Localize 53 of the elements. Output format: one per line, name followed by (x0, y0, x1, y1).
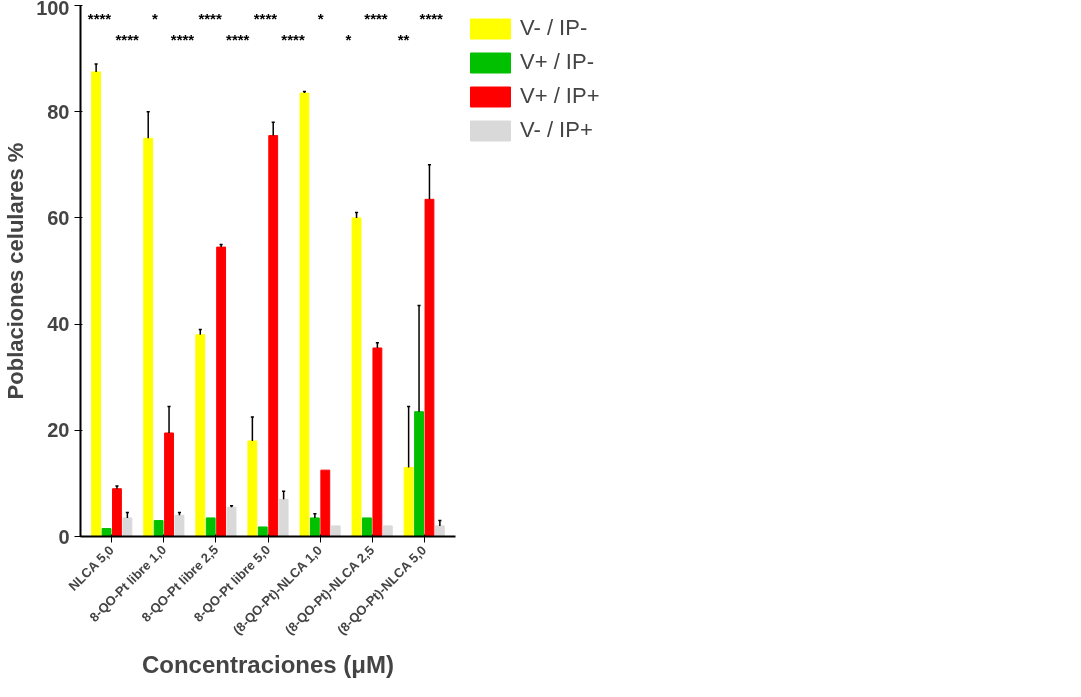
annotation: **** (198, 9, 222, 27)
bar (434, 525, 445, 537)
bar (403, 466, 414, 537)
annotation: **** (253, 9, 278, 27)
bar (309, 517, 320, 537)
legend-label: V- / IP+ (520, 117, 593, 143)
bar (205, 517, 216, 537)
bar (351, 217, 362, 537)
bar (216, 246, 227, 537)
bar (362, 517, 372, 537)
bar (278, 498, 289, 537)
annotation: * (151, 9, 158, 27)
annotation: **** (87, 9, 112, 27)
annotation: **** (170, 30, 195, 48)
bar (174, 514, 185, 537)
y-axis-title: Poblaciones celulares % (3, 142, 29, 400)
annotation: **** (419, 9, 444, 27)
bar (299, 92, 310, 537)
legend-label: V+ / IP+ (520, 83, 600, 109)
y-tick-label: 0 (58, 525, 70, 548)
annotation: * (317, 9, 324, 27)
annotation: **** (281, 30, 305, 48)
bar (382, 525, 393, 537)
y-tick-label: 40 (47, 313, 70, 336)
bar (257, 526, 268, 537)
annotation: * (345, 30, 352, 48)
legend-label: V- / IP- (520, 15, 588, 41)
bar (268, 135, 279, 537)
x-axis-title: Concentraciones (μM) (141, 650, 395, 678)
bar (143, 137, 154, 537)
bar (195, 334, 206, 537)
bar (320, 469, 331, 537)
y-tick-label: 60 (47, 206, 70, 229)
bar (91, 71, 102, 537)
annotation: **** (364, 9, 388, 27)
y-tick-label: 20 (47, 419, 70, 442)
y-tick-label: 100 (36, 0, 70, 19)
annotation: **** (115, 30, 140, 48)
bar (112, 488, 122, 537)
bar (330, 525, 341, 537)
bar (226, 506, 237, 537)
annotation: ** (397, 30, 410, 48)
legend-label: V+ / IP- (520, 49, 594, 75)
bar (247, 440, 258, 537)
bar (414, 411, 424, 537)
bar (372, 347, 383, 537)
y-tick-label: 80 (47, 100, 70, 123)
annotation: **** (226, 30, 250, 48)
bar (101, 528, 112, 537)
bar (424, 198, 435, 537)
bar (153, 520, 164, 537)
bar (164, 432, 174, 537)
bar (122, 517, 133, 537)
